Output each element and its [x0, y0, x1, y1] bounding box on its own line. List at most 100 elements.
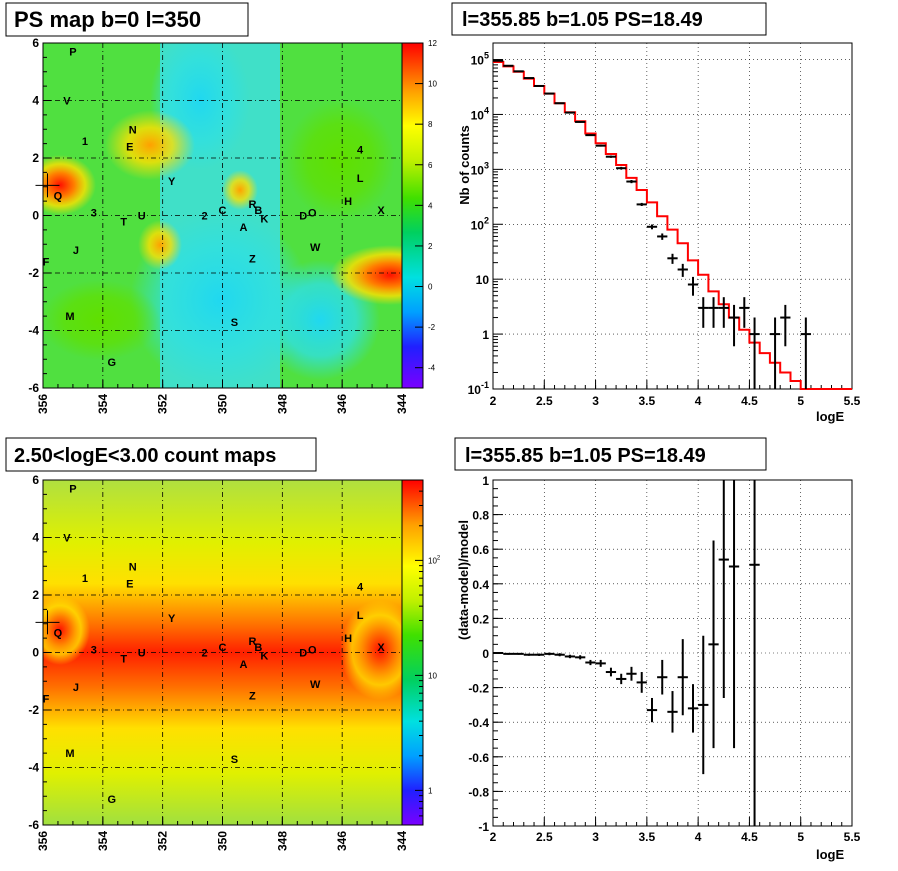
- spectrum-xtick-label: 4.5: [741, 394, 758, 408]
- ps-source-E: E: [126, 142, 133, 154]
- spectrum-model-path: [493, 61, 852, 390]
- residual-ytick-label: -1: [478, 820, 489, 834]
- cnt-xtick-label: 344: [395, 831, 409, 851]
- ps-map-axes: 356 354 352 350 348 346 344 6 4 2 0 -2 -4 -6: [28, 36, 409, 414]
- br-title: l=355.85 b=1.05 PS=18.49: [465, 445, 706, 467]
- ps-source-R: R: [248, 199, 256, 211]
- spectrum-grid: [493, 43, 852, 389]
- ps-ytick-label: 2: [32, 151, 39, 165]
- cnt-source-1: 1: [82, 573, 88, 585]
- ps-xtick-label: 350: [216, 394, 230, 414]
- residual-ytick-label: 0.8: [472, 509, 489, 523]
- ps-source-N: N: [129, 124, 137, 136]
- cnt-source-X: X: [377, 642, 385, 654]
- ps-ytick-label: -2: [28, 266, 39, 280]
- ps-source-U: U: [138, 211, 146, 223]
- spectrum-xtick-label: 2: [490, 394, 497, 408]
- cnt-xtick-label: 356: [36, 831, 50, 851]
- cnt-source-F: F: [43, 694, 50, 706]
- ps-ytick-label: 4: [32, 94, 39, 108]
- spectrum-xlabel: logE: [816, 409, 844, 424]
- residual-ytick-label: -0.2: [468, 682, 489, 696]
- spectrum-ytick-label: 10: [476, 273, 490, 287]
- tr-title: l=355.85 b=1.05 PS=18.49: [462, 9, 703, 31]
- cnt-xtick-label: 354: [96, 831, 110, 851]
- ps-source-M: M: [65, 311, 74, 323]
- residual-ytick-label: 0.6: [472, 543, 489, 557]
- cnt-ytick-label: 0: [32, 646, 39, 660]
- cnt-source-V: V: [63, 533, 71, 545]
- ps-map-panel: [43, 43, 402, 388]
- ps-xtick-label: 352: [156, 394, 170, 414]
- cnt-source-E: E: [126, 579, 133, 591]
- spectrum-ytick-label: 1: [482, 328, 489, 342]
- ps-source-F: F: [43, 257, 50, 269]
- ps-source-C: C: [219, 205, 227, 217]
- ps-source-3: 3: [91, 208, 97, 220]
- cnt-ytick-label: 2: [32, 588, 39, 602]
- ps-source-V: V: [63, 96, 71, 108]
- cnt-source-D: D: [299, 648, 307, 660]
- ps-source-J: J: [73, 245, 79, 257]
- ps-source-Z: Z: [249, 254, 256, 266]
- ps-map-green-blob-right: [285, 100, 395, 220]
- ps-source-O: O: [308, 208, 317, 220]
- count-colorbar-gradient: [402, 480, 423, 825]
- residual-xtick-label: 5.5: [844, 830, 861, 844]
- cnt-source-C: C: [219, 642, 227, 654]
- ps-xtick-label: 356: [36, 394, 50, 414]
- ps-cbar-tick-label: 0: [428, 283, 433, 292]
- cnt-cbar-tick-label: 102: [428, 555, 441, 565]
- cnt-ytick-label: -4: [28, 761, 39, 775]
- residual-xtick-label: 4: [695, 830, 702, 844]
- cnt-source-Y: Y: [168, 613, 176, 625]
- cnt-ytick-label: -2: [28, 703, 39, 717]
- ps-source-T: T: [120, 216, 127, 228]
- residual-data-points: [493, 480, 760, 826]
- ps-cbar-tick-label: 12: [428, 39, 437, 48]
- ps-source-A: A: [239, 222, 247, 234]
- residual-xtick-label: 2: [490, 830, 497, 844]
- residual-xtick-label: 5: [797, 830, 804, 844]
- ps-map-yellow-blob-ne: [105, 110, 195, 180]
- residual-xtick-label: 2.5: [536, 830, 553, 844]
- spectrum-axes: 2 2.5 3 3.5 4 4.5 5 5.5 10-1 1 10 102 103 104 105: [468, 42, 861, 408]
- ps-cbar-tick-label: 6: [428, 161, 433, 170]
- residual-xtick-label: 3: [592, 830, 599, 844]
- ps-map-red-blob-right: [330, 245, 402, 305]
- ps-source-K: K: [260, 213, 268, 225]
- ps-cbar-tick-label: 2: [428, 242, 433, 251]
- cnt-source-B: B: [254, 642, 262, 654]
- ps-xtick-label: 344: [395, 394, 409, 414]
- residual-xlabel: logE: [816, 847, 844, 862]
- cnt-source-H: H: [344, 633, 352, 645]
- tl-title-box: PS map b=0 l=350: [5, 2, 249, 37]
- ps-cbar-tick-label: 8: [428, 120, 433, 129]
- count-map-colorbar: 102 10 1: [401, 479, 441, 826]
- residual-xtick-label: 3.5: [639, 830, 656, 844]
- cnt-source-4: 4: [357, 581, 364, 593]
- ps-source-Q: Q: [54, 190, 63, 202]
- ps-source-X: X: [377, 205, 385, 217]
- residual-xtick-label: 4.5: [741, 830, 758, 844]
- spectrum-ytick-label: 10-1: [468, 380, 489, 397]
- cnt-ytick-label: 4: [32, 531, 39, 545]
- count-map-red-blob-left: [43, 595, 90, 665]
- cnt-source-A: A: [239, 659, 247, 671]
- ps-xtick-label: 348: [275, 394, 289, 414]
- count-map-axes: 356 354 352 350 348 346 344 6 4 2 0 -2 -4 -6: [28, 473, 409, 851]
- spectrum-frame: [492, 42, 853, 390]
- cnt-ytick-label: -6: [28, 818, 39, 832]
- cnt-xtick-label: 352: [156, 831, 170, 851]
- ps-ytick-label: 6: [32, 36, 39, 50]
- spectrum-ytick-label: 103: [471, 160, 489, 177]
- ps-xtick-label: 354: [96, 394, 110, 414]
- spectrum-ytick-label: 104: [471, 105, 489, 122]
- residual-ytick-label: -0.4: [468, 716, 489, 730]
- ps-colorbar-gradient: [402, 43, 423, 388]
- ps-source-G: G: [108, 357, 117, 369]
- residual-ytick-label: -0.8: [468, 785, 489, 799]
